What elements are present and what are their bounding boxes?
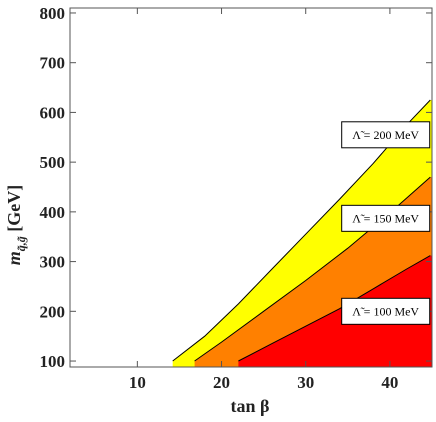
x-tick-label: 20: [213, 373, 230, 392]
y-tick-label: 600: [40, 103, 66, 122]
region-label-2: Λ̃ = 100 MeV: [352, 304, 419, 318]
region-label-1: Λ̃ = 150 MeV: [352, 211, 419, 225]
y-axis-title-main: m: [4, 251, 24, 265]
x-axis-ticks: 10 20 30 40: [129, 8, 398, 392]
region-label-box-1: [341, 204, 431, 232]
region-label-0: Λ̃ = 200 MeV: [352, 128, 419, 142]
boundary-line-2: [238, 255, 431, 362]
region-label-box-2: [341, 297, 431, 325]
y-tick-label: 700: [40, 54, 66, 73]
y-axis-ticks: 100 200 300 400 500 600 700 800: [40, 4, 432, 371]
x-axis-title: tan β: [231, 396, 270, 416]
y-tick-label: 800: [40, 4, 66, 23]
y-tick-label: 500: [40, 153, 66, 172]
y-axis-title-unit: [GeV]: [4, 185, 24, 236]
y-axis-title-sub: q̃,g̃: [14, 236, 28, 251]
plot-frame: [69, 7, 433, 368]
y-axis-title: mq̃,g̃ [GeV]: [4, 185, 28, 266]
y-tick-label: 400: [40, 203, 66, 222]
y-tick-label: 200: [40, 302, 66, 321]
x-tick-label: 40: [381, 373, 398, 392]
x-tick-label: 10: [129, 373, 146, 392]
x-tick-label: 30: [297, 373, 314, 392]
region-labels: Λ̃ = 200 MeV Λ̃ = 150 MeV Λ̃ = 100 MeV: [341, 121, 431, 325]
y-tick-label: 100: [40, 352, 66, 371]
region-label-box-0: [341, 121, 431, 149]
y-tick-label: 300: [40, 253, 66, 272]
